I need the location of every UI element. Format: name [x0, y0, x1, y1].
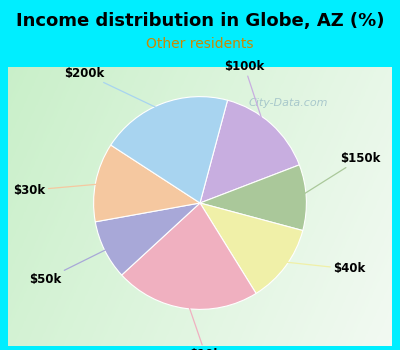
Wedge shape [111, 97, 228, 203]
Text: $50k: $50k [30, 246, 112, 286]
Text: $200k: $200k [64, 67, 165, 112]
Text: $30k: $30k [14, 184, 104, 197]
Text: Income distribution in Globe, AZ (%): Income distribution in Globe, AZ (%) [16, 12, 384, 30]
Wedge shape [200, 203, 303, 293]
Text: $10k: $10k [187, 300, 221, 350]
Wedge shape [122, 203, 256, 309]
Text: Other residents: Other residents [146, 37, 254, 51]
Wedge shape [200, 100, 299, 203]
Text: $100k: $100k [224, 60, 266, 130]
Text: $150k: $150k [298, 152, 381, 198]
Wedge shape [200, 165, 306, 231]
Text: $40k: $40k [278, 261, 365, 275]
Wedge shape [95, 203, 200, 275]
Text: City-Data.com: City-Data.com [248, 98, 328, 108]
Wedge shape [94, 145, 200, 222]
